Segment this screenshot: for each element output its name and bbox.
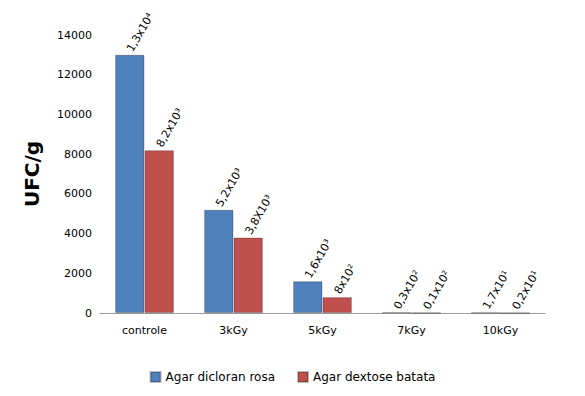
svg-text:12000: 12000: [57, 68, 92, 81]
svg-text:2000: 2000: [64, 267, 92, 280]
svg-text:10kGy: 10kGy: [483, 324, 519, 337]
svg-text:UFC/g: UFC/g: [20, 141, 44, 207]
svg-text:14000: 14000: [57, 29, 92, 42]
svg-text:0,1x10²: 0,1x10²: [421, 268, 453, 311]
svg-text:0: 0: [85, 307, 92, 320]
svg-text:10000: 10000: [57, 108, 92, 121]
svg-text:1,7x10¹: 1,7x10¹: [480, 268, 512, 311]
svg-text:0,3x10²: 0,3x10²: [391, 268, 423, 311]
svg-text:7kGy: 7kGy: [397, 324, 426, 337]
svg-text:8,2x10³: 8,2x10³: [154, 106, 186, 149]
svg-text:3kGy: 3kGy: [219, 324, 248, 337]
svg-text:controle: controle: [122, 324, 167, 337]
svg-text:8000: 8000: [64, 148, 92, 161]
svg-text:Agar dicloran rosa: Agar dicloran rosa: [166, 370, 275, 384]
svg-text:1,6x10³: 1,6x10³: [302, 237, 334, 280]
svg-text:1,3x10⁴: 1,3x10⁴: [124, 10, 157, 54]
svg-text:Agar dextose batata: Agar dextose batata: [313, 370, 435, 384]
svg-text:3,8X10³: 3,8X10³: [243, 193, 276, 237]
svg-text:4000: 4000: [64, 227, 92, 240]
svg-text:0,2x10¹: 0,2x10¹: [510, 269, 542, 312]
svg-text:8x10²: 8x10²: [332, 262, 359, 296]
svg-text:5,2x10³: 5,2x10³: [213, 166, 245, 209]
svg-text:5kGy: 5kGy: [308, 324, 337, 337]
svg-text:6000: 6000: [64, 187, 92, 200]
